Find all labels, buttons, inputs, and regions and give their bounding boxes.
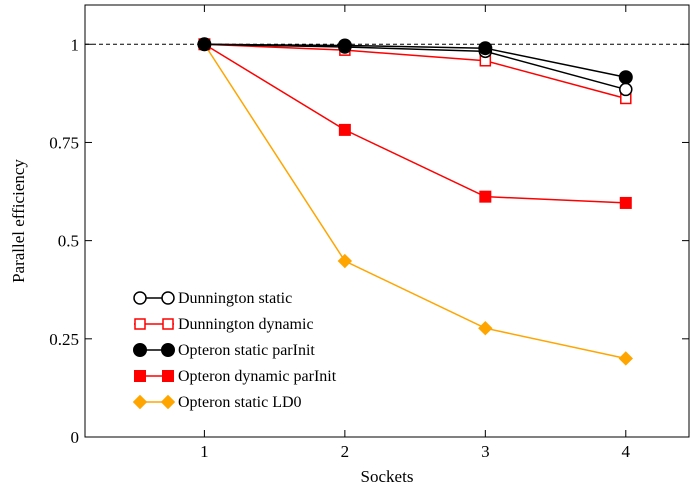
y-tick-label: 0.75 (49, 133, 79, 152)
legend-marker (132, 394, 148, 410)
y-axis-title: Parallel efficiency (9, 159, 28, 283)
series-layer (197, 37, 633, 366)
series-line (204, 43, 626, 100)
x-tick-label: 2 (341, 442, 350, 461)
x-tick-label: 3 (481, 442, 490, 461)
legend-marker (162, 318, 174, 330)
series-line (203, 43, 626, 360)
data-point (478, 321, 493, 336)
legend: Dunnington static Dunnington dynamic Opter… (132, 290, 337, 411)
x-tick-label: 4 (622, 442, 631, 461)
y-tick-label: 0 (71, 428, 80, 447)
data-point (478, 41, 493, 56)
data-point (619, 196, 632, 209)
y-axis-ticks: 0 0.25 0.5 0.75 1 (49, 35, 689, 447)
data-point (338, 123, 351, 136)
legend-label: Opteron static parInit (178, 342, 315, 359)
legend-marker (161, 291, 175, 305)
legend-label: Opteron dynamic parInit (178, 368, 337, 385)
data-point (337, 38, 352, 53)
data-point (618, 70, 633, 85)
data-point (197, 37, 212, 52)
legend-marker (162, 370, 174, 382)
legend-marker (134, 318, 146, 330)
x-tick-label: 1 (200, 442, 209, 461)
series-line (204, 43, 626, 78)
y-tick-label: 0.5 (58, 232, 79, 251)
x-axis-title: Sockets (361, 467, 414, 486)
legend-label: Dunnington static (178, 290, 292, 307)
legend-marker (133, 291, 147, 305)
plot-frame (84, 4, 690, 438)
y-tick-label: 0.25 (49, 330, 79, 349)
legend-marker (134, 370, 146, 382)
data-point (337, 253, 353, 269)
series-line (204, 43, 626, 204)
series-line (204, 43, 626, 91)
data-point (618, 351, 633, 366)
y-tick-label: 1 (71, 35, 80, 54)
legend-label: Dunnington dynamic (178, 316, 314, 333)
data-point (479, 190, 492, 203)
legend-marker (160, 394, 176, 410)
x-axis-ticks: 1 2 3 4 (200, 5, 631, 461)
legend-marker (161, 343, 175, 357)
data-point (619, 82, 633, 97)
legend-label: Opteron static LD0 (178, 394, 302, 411)
legend-marker (133, 343, 147, 357)
